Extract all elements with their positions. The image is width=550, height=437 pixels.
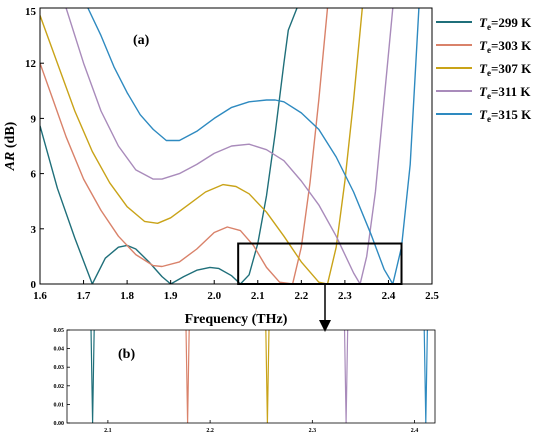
x-tick-label: 2.0 — [207, 290, 221, 302]
y-tick-label: 3 — [31, 224, 37, 236]
zoom-x-tick-label: 2.4 — [411, 428, 419, 434]
zoom-series-line-4 — [423, 330, 428, 423]
x-tick-label: 2.3 — [338, 290, 352, 302]
x-tick-label: 2.5 — [425, 290, 439, 302]
panel-a-label: (a) — [133, 33, 150, 48]
legend-label-0: Te=299 K — [479, 15, 532, 32]
y-tick-label: 0 — [31, 279, 37, 291]
zoom-y-tick-label: 0.02 — [54, 384, 65, 390]
panel-b-frame — [66, 329, 436, 424]
zoom-series-line-2 — [265, 330, 270, 423]
zoom-y-tick-label: 0.04 — [54, 347, 65, 353]
series-line-1 — [40, 8, 329, 284]
panel-a: 1.6 1.7 1.8 1.9 2.0 2.1 2.2 2.3 2.4 2.5 0 3 6 9 12 15 (… — [3, 6, 439, 327]
legend: Te=299 K Te=303 K Te=307 K Te=311 K Te=315 K — [436, 15, 532, 124]
x-tick-label: 1.7 — [77, 290, 91, 302]
legend-label-2: Te=307 K — [479, 61, 532, 78]
y-tick-label: 15 — [25, 6, 37, 18]
zoom-y-tick-label: 0.05 — [54, 328, 65, 334]
zoom-series-line-3 — [343, 330, 349, 423]
series-line-4 — [87, 8, 420, 284]
y-axis-title: AR (dB) — [3, 121, 18, 171]
panel-a-frame — [39, 7, 433, 285]
y-tick-label: 9 — [31, 113, 37, 125]
panel-a-ticks: 1.6 1.7 1.8 1.9 2.0 2.1 2.2 2.3 2.4 2.5 0 3 6 9 12 15 — [25, 6, 439, 302]
panel-b-label: (b) — [118, 347, 135, 362]
series-line-0 — [40, 8, 298, 284]
y-tick-label: 6 — [31, 169, 37, 181]
panel-b-ticks: 2.1 2.2 2.3 2.4 0.00 0.01 0.02 0.03 0.04 0.05 — [54, 328, 419, 434]
series-line-3 — [65, 8, 394, 284]
zoom-x-tick-label: 2.2 — [206, 428, 214, 434]
zoom-series-line-0 — [90, 330, 95, 423]
x-tick-label: 1.9 — [164, 290, 178, 302]
x-tick-label: 2.4 — [382, 290, 396, 302]
inset-region-box — [237, 242, 403, 286]
zoom-y-tick-label: 0.01 — [54, 402, 65, 408]
legend-label-1: Te=303 K — [479, 38, 532, 55]
panel-b-series — [90, 330, 428, 423]
zoom-y-tick-label: 0.03 — [54, 365, 65, 371]
zoom-y-tick-label: 0.00 — [54, 421, 65, 427]
x-tick-label: 1.8 — [120, 290, 134, 302]
legend-label-3: Te=311 K — [479, 84, 531, 101]
zoom-x-tick-label: 2.1 — [104, 428, 112, 434]
legend-label-4: Te=315 K — [479, 107, 532, 124]
x-tick-label: 1.6 — [33, 290, 47, 302]
zoom-series-line-1 — [185, 330, 190, 423]
x-tick-label: 2.1 — [251, 290, 265, 302]
panel-b: 2.1 2.2 2.3 2.4 0.00 0.01 0.02 0.03 0.04 0.05 (b) — [54, 328, 436, 434]
series-line-2 — [40, 8, 363, 284]
zoom-x-tick-label: 2.3 — [309, 428, 317, 434]
panel-a-series — [40, 8, 420, 284]
y-tick-label: 12 — [25, 58, 37, 70]
x-tick-label: 2.2 — [294, 290, 308, 302]
x-axis-title: Frequency (THz) — [185, 312, 288, 327]
